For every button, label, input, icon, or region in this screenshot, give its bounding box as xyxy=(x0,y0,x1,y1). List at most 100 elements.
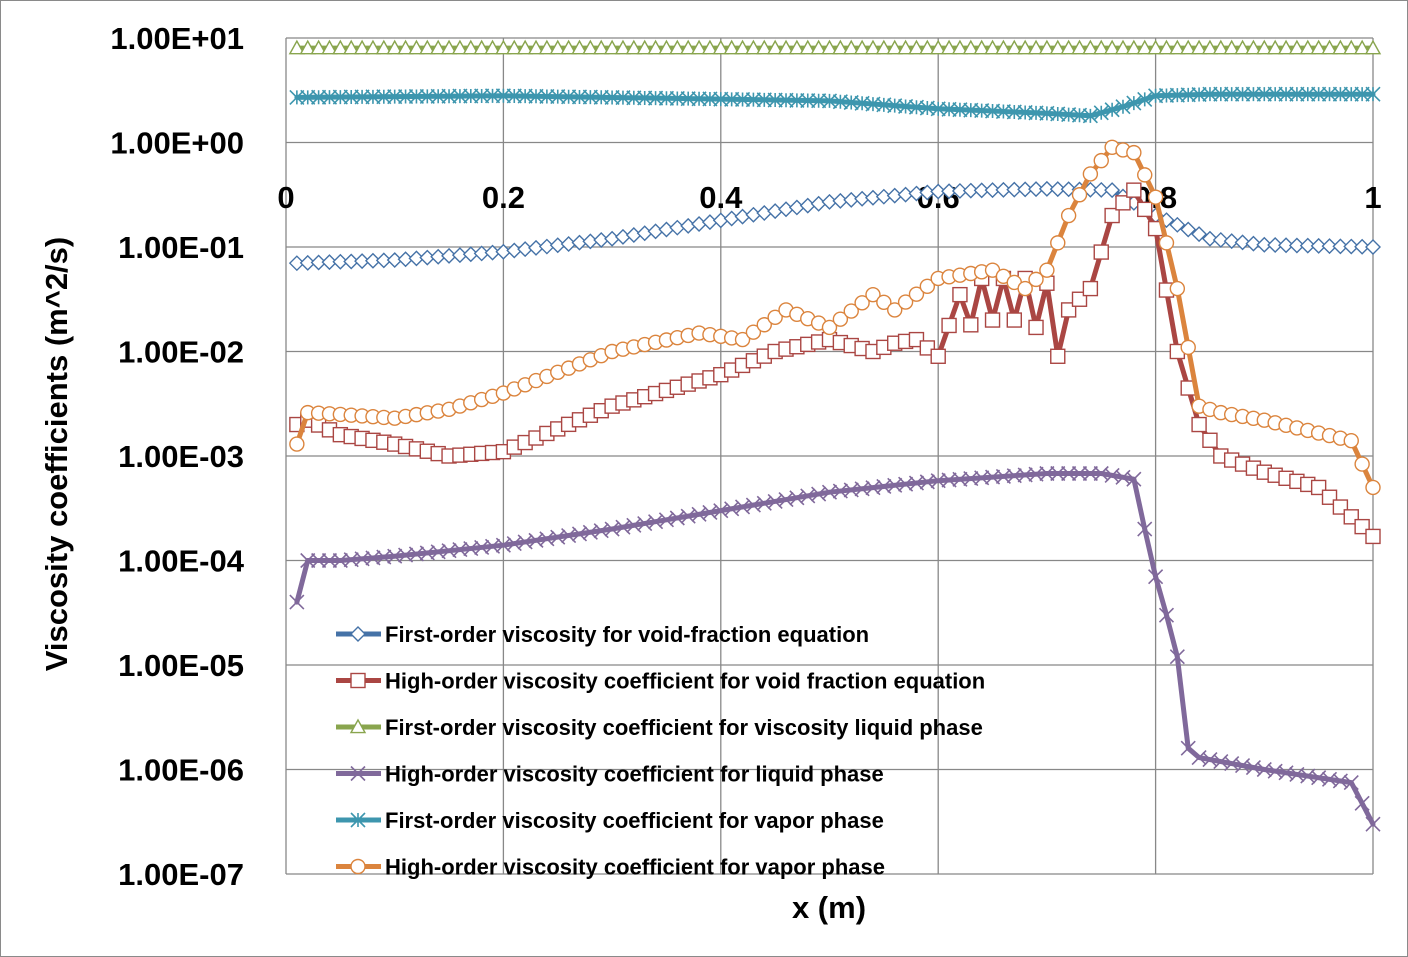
series-marker xyxy=(349,718,367,734)
series-marker xyxy=(853,39,871,55)
series-marker xyxy=(821,39,838,55)
series-marker xyxy=(1364,39,1382,55)
series-marker xyxy=(690,39,708,55)
series-marker xyxy=(1234,234,1251,251)
series-marker xyxy=(1343,433,1359,449)
series-marker xyxy=(724,91,740,107)
series-marker xyxy=(1050,235,1066,251)
series-marker xyxy=(1115,195,1131,211)
series-marker xyxy=(1201,39,1219,55)
series-marker xyxy=(452,88,468,104)
series-marker xyxy=(734,91,751,108)
series-marker xyxy=(550,89,566,105)
series-marker xyxy=(1321,86,1338,102)
series-marker xyxy=(1300,86,1316,102)
series-marker xyxy=(680,39,697,55)
series-3 xyxy=(289,465,1381,832)
series-marker xyxy=(1299,237,1316,254)
series-marker xyxy=(1266,39,1284,55)
y-tick-label: 1.00E-01 xyxy=(118,230,244,265)
series-marker xyxy=(462,39,479,55)
series-marker xyxy=(1050,348,1066,364)
legend-label: High-order viscosity coefficient for voi… xyxy=(385,669,985,694)
series-marker xyxy=(1006,181,1023,198)
series-marker xyxy=(582,89,598,105)
legend-label: High-order viscosity coefficient for liq… xyxy=(385,762,884,787)
series-marker xyxy=(528,88,544,104)
series-marker xyxy=(702,91,718,107)
series-marker xyxy=(350,858,366,875)
series-marker xyxy=(1060,39,1077,55)
series-marker xyxy=(1039,465,1055,482)
series-marker xyxy=(1050,465,1066,482)
series-marker xyxy=(1071,187,1088,203)
series-marker xyxy=(1038,180,1055,197)
series-marker xyxy=(1224,86,1240,102)
series-marker xyxy=(1212,231,1229,248)
series-marker xyxy=(506,88,522,104)
legend-item: High-order viscosity coefficient for liq… xyxy=(336,762,884,787)
series-marker xyxy=(930,183,947,200)
series-marker xyxy=(1321,39,1338,55)
series-marker xyxy=(299,254,316,271)
series-marker xyxy=(332,253,349,270)
series-marker xyxy=(691,91,707,107)
series-marker xyxy=(984,312,1001,328)
series-marker xyxy=(1104,102,1120,118)
series-marker xyxy=(637,90,653,106)
series-marker xyxy=(1104,182,1121,199)
series-marker xyxy=(1365,239,1381,255)
series-marker xyxy=(1180,39,1197,55)
legend-item: First-order viscosity coefficient for va… xyxy=(336,808,884,833)
series-marker xyxy=(951,182,968,199)
series-marker xyxy=(800,92,816,109)
series-marker xyxy=(1082,108,1098,124)
series-marker xyxy=(1201,230,1218,247)
series-marker xyxy=(300,552,316,569)
y-tick-label: 1.00E+01 xyxy=(110,21,244,56)
series-marker xyxy=(810,39,827,55)
series-marker xyxy=(288,255,305,272)
series-marker xyxy=(930,39,947,55)
y-tick-label: 1.00E-03 xyxy=(118,439,244,474)
series-marker xyxy=(995,181,1012,198)
series-marker xyxy=(1354,795,1370,811)
series-marker xyxy=(680,91,696,107)
series-marker xyxy=(1017,181,1034,198)
series-marker xyxy=(364,39,382,55)
series-marker xyxy=(1126,182,1142,198)
series-marker xyxy=(636,39,653,55)
series-marker xyxy=(1093,105,1109,121)
series-marker xyxy=(1343,774,1359,791)
series-marker xyxy=(343,253,360,270)
series-marker xyxy=(289,594,305,610)
x-tick-label: 1 xyxy=(1364,180,1381,215)
series-marker xyxy=(321,39,338,55)
series-marker xyxy=(1310,39,1327,55)
series-marker xyxy=(1028,319,1044,336)
series-marker xyxy=(756,39,773,55)
series-marker xyxy=(1071,465,1088,482)
series-marker xyxy=(821,319,838,336)
series-marker xyxy=(1191,226,1208,243)
series-marker xyxy=(1017,280,1033,297)
series-marker xyxy=(1147,189,1164,205)
series-marker xyxy=(451,39,469,55)
series-marker xyxy=(897,294,914,310)
series-marker xyxy=(1093,39,1110,55)
series-marker xyxy=(1039,262,1055,278)
series-marker xyxy=(1190,39,1208,55)
y-tick-label: 1.00E+00 xyxy=(110,126,244,161)
series-marker xyxy=(669,90,685,107)
series-marker xyxy=(908,39,925,55)
series-marker xyxy=(1148,88,1164,104)
series-marker xyxy=(941,317,957,334)
series-marker xyxy=(1115,99,1131,115)
series-marker xyxy=(1354,86,1370,102)
series-marker xyxy=(963,317,979,333)
series-marker xyxy=(811,93,827,109)
series-marker xyxy=(1234,86,1251,102)
series-marker xyxy=(973,39,990,55)
